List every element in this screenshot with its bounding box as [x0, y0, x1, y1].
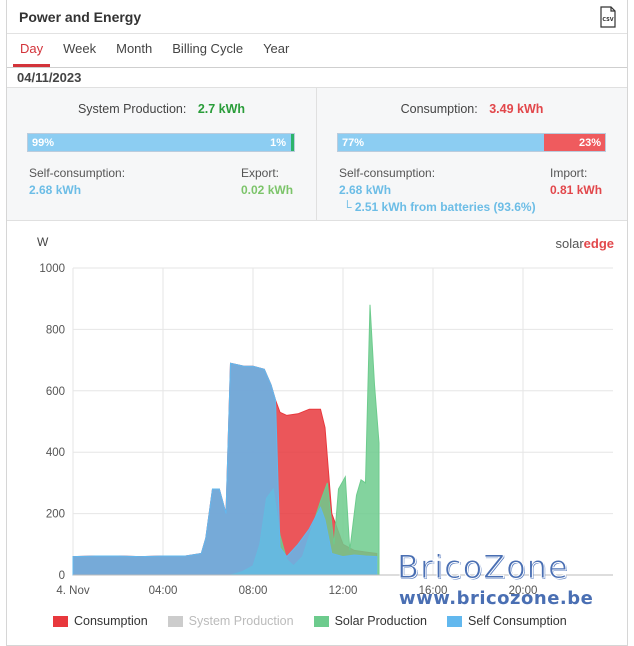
consumption-import-pct: 23% [578, 136, 601, 149]
legend-label: Solar Production [334, 614, 427, 628]
consumption-self-pct: 77% [342, 136, 365, 149]
x-tick-label: 20:00 [509, 585, 538, 597]
legend-swatch [53, 615, 68, 627]
consumption-self-label: Self-consumption: [339, 166, 436, 180]
y-tick-label: 800 [46, 324, 65, 336]
y-tick-label: 600 [46, 386, 65, 398]
tab-billing-cycle[interactable]: Billing Cycle [172, 41, 244, 56]
tab-week[interactable]: Week [63, 41, 97, 56]
y-axis-label: W [37, 235, 49, 249]
legend-label: System Production [188, 614, 294, 628]
production-export-pct: 1% [270, 136, 286, 149]
consumption-bar: 77% 23% [337, 133, 606, 152]
csv-file-icon[interactable]: CSV [599, 5, 617, 28]
power-chart: 0 200 400 600 800 1000 4. Nov 04:00 08:00 12:00 16… [7, 222, 627, 646]
import-value: 0.81 kWh [550, 183, 603, 197]
legend-solar-production[interactable]: Solar Production [313, 614, 427, 628]
tab-day[interactable]: Day [13, 41, 51, 67]
energy-summary: System Production: 2.7 kWh 99% 1% Self-c… [7, 88, 627, 221]
x-tick-label: 04:00 [149, 585, 178, 597]
x-tick-label: 16:00 [419, 585, 448, 597]
watermark-title: BricoZone [397, 548, 569, 587]
import-label: Import: [550, 166, 588, 180]
svg-text:CSV: CSV [602, 17, 613, 23]
legend-swatch [167, 615, 183, 627]
legend-swatch [447, 615, 462, 627]
consumption-summary: Consumption: 3.49 kWh 77% 23% Self-consu… [317, 88, 627, 220]
y-tick-label: 400 [46, 447, 65, 459]
watermark-url: www.bricozone.be [399, 588, 594, 609]
export-value: 0.02 kWh [241, 183, 294, 197]
y-tick-label: 0 [59, 570, 65, 582]
power-energy-panel: Power and Energy CSV Day Week Month Bill… [6, 0, 628, 646]
period-tabs: Day Week Month Billing Cycle Year [7, 34, 627, 68]
production-self-segment: 99% [28, 134, 292, 151]
y-tick-label: 1000 [39, 263, 65, 275]
tab-year[interactable]: Year [263, 41, 290, 56]
legend-label: Consumption [74, 614, 148, 628]
legend-label: Self Consumption [468, 614, 567, 628]
consumption-self-value: 2.68 kWh [339, 183, 392, 197]
production-self-value: 2.68 kWh [29, 183, 82, 197]
x-tick-label: 12:00 [329, 585, 358, 597]
production-label: System Production: [77, 102, 187, 116]
solaredge-logo: solaredge [555, 236, 614, 251]
y-tick-label: 200 [46, 509, 65, 521]
consumption-label: Consumption: [400, 102, 478, 116]
legend-consumption[interactable]: Consumption [53, 614, 148, 628]
consumption-self-segment: 77% [338, 134, 544, 151]
consumption-import-segment: 23% [543, 134, 605, 151]
consumption-heading: Consumption: 3.49 kWh [317, 102, 627, 116]
selected-date: 04/11/2023 [7, 68, 627, 88]
export-label: Export: [241, 166, 280, 180]
production-self-label: Self-consumption: [29, 166, 126, 180]
panel-header: Power and Energy CSV [7, 0, 627, 34]
production-heading: System Production: 2.7 kWh [7, 102, 316, 116]
panel-title: Power and Energy [19, 8, 142, 25]
production-bar: 99% 1% [27, 133, 295, 152]
production-self-pct: 99% [32, 136, 55, 149]
battery-contribution-note: └ 2.51 kWh from batteries (93.6%) [343, 200, 536, 214]
legend-system-production[interactable]: System Production [167, 614, 294, 628]
legend-swatch [313, 615, 329, 627]
series-self-consumption-area [72, 362, 378, 576]
consumption-value: 3.49 kWh [489, 102, 544, 116]
x-tick-label: 08:00 [239, 585, 268, 597]
production-value: 2.7 kWh [197, 102, 246, 116]
power-chart-svg: 0 200 400 600 800 1000 4. Nov 04:00 08:00 12:00 16… [37, 235, 614, 597]
tab-month[interactable]: Month [116, 41, 153, 56]
production-export-segment: 1% [270, 134, 294, 151]
chart-legend: Consumption System Production Solar Prod… [53, 614, 587, 628]
x-tick-label: 4. Nov [56, 585, 89, 597]
production-summary: System Production: 2.7 kWh 99% 1% Self-c… [7, 88, 317, 220]
legend-self-consumption[interactable]: Self Consumption [447, 614, 567, 628]
